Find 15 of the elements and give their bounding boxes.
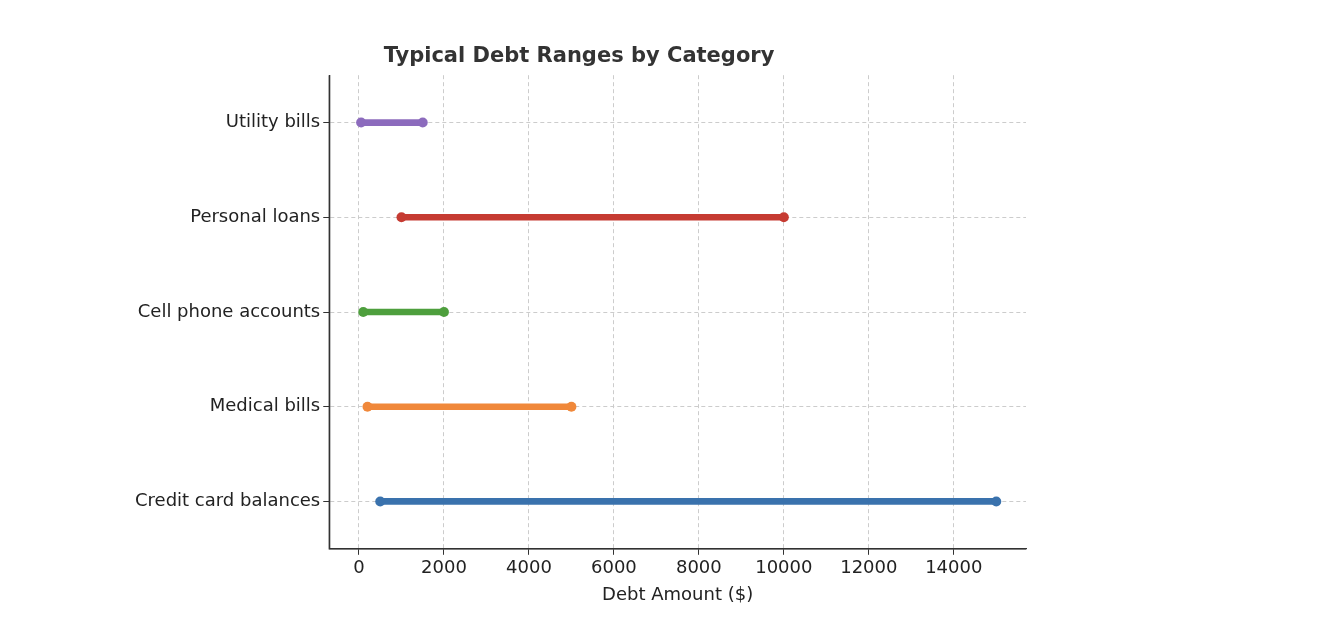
- x-axis-title: Debt Amount ($): [602, 582, 754, 604]
- x-tick-label: 2000: [421, 556, 467, 578]
- y-tick-label: Medical bills: [209, 394, 321, 416]
- y-tick-label: Utility bills: [225, 110, 321, 132]
- y-tick-label: Cell phone accounts: [137, 299, 321, 321]
- x-tick-label: 0: [353, 556, 365, 578]
- chart-title: Typical Debt Ranges by Category: [383, 43, 775, 68]
- x-tick-label: 10000: [755, 556, 813, 578]
- x-tick-label: 4000: [506, 556, 552, 578]
- x-tick-label: 6000: [591, 556, 637, 578]
- x-tick-label: 14000: [925, 556, 983, 578]
- y-tick-label: Credit card balances: [134, 489, 321, 511]
- x-tick-label: 12000: [840, 556, 898, 578]
- y-tick-label: Personal loans: [190, 204, 321, 226]
- x-tick-label: 8000: [675, 556, 722, 578]
